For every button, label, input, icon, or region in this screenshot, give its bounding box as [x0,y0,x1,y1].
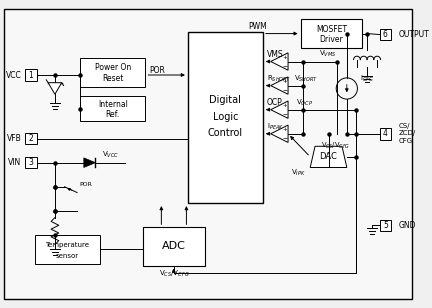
Text: 6: 6 [383,30,388,39]
Text: V$_{CS}$/V$_{CFG}$: V$_{CS}$/V$_{CFG}$ [159,268,189,278]
Bar [188,32,263,203]
Text: −: − [282,63,287,68]
Bar [80,96,146,121]
Text: DAC: DAC [320,152,337,161]
Text: +: + [282,55,287,60]
Text: CFG: CFG [399,137,413,144]
Text: −: − [282,136,287,141]
Text: GND: GND [399,221,416,230]
Polygon shape [271,53,288,70]
Text: 4: 4 [383,129,388,138]
Text: 3: 3 [29,158,33,167]
Text: V$_{VMS}$: V$_{VMS}$ [319,49,336,59]
Bar [80,58,146,87]
Text: I$_{CFG}$: I$_{CFG}$ [360,74,374,84]
Text: PWM: PWM [248,22,267,31]
Text: R$_{SHORT}$: R$_{SHORT}$ [267,74,291,84]
Text: CS/: CS/ [399,123,410,129]
Text: Ref.: Ref. [105,110,120,119]
Text: Driver: Driver [320,35,343,44]
Bar [380,220,391,231]
Bar [380,29,391,40]
Text: V$_{IPK}$: V$_{IPK}$ [291,168,306,178]
Text: VFB: VFB [6,134,21,143]
Bar [380,128,391,140]
Text: Power On: Power On [95,63,131,72]
Text: ZCD/: ZCD/ [399,130,416,136]
Text: POR: POR [149,66,165,75]
Text: ADC: ADC [162,241,186,252]
Bar [25,69,37,81]
Text: 5: 5 [383,221,388,230]
Bar [25,157,37,168]
Text: Logic: Logic [213,112,238,122]
Text: V$_{CS}$/V$_{CFG}$: V$_{CS}$/V$_{CFG}$ [321,141,350,152]
Bar [35,235,100,264]
Text: sensor: sensor [56,253,79,259]
Bar [25,133,37,144]
Text: +: + [282,127,287,132]
Bar [143,227,205,266]
Text: +: + [282,103,287,108]
Polygon shape [271,125,288,142]
Text: V$_{OCP}$: V$_{OCP}$ [296,98,313,108]
Text: −: − [282,87,287,92]
Polygon shape [310,146,347,168]
Text: VIN: VIN [8,158,21,167]
Text: I$_{PEAK}$: I$_{PEAK}$ [267,122,284,132]
Polygon shape [48,83,62,94]
Text: V$_{VCC}$: V$_{VCC}$ [102,150,119,160]
Text: VCC: VCC [6,71,21,79]
Text: 2: 2 [29,134,33,143]
Polygon shape [271,101,288,118]
Text: Internal: Internal [98,100,127,109]
Text: MOSFET: MOSFET [316,25,347,34]
Text: Temperature: Temperature [45,242,89,248]
Text: Control: Control [208,128,243,138]
Text: 1: 1 [29,71,33,79]
Text: OUTPUT: OUTPUT [399,30,429,39]
Polygon shape [84,158,95,168]
Bar [301,19,362,48]
Text: VMS: VMS [267,50,283,59]
Text: POR: POR [79,182,92,187]
Text: −: − [282,111,287,116]
Polygon shape [271,77,288,94]
Text: Reset: Reset [102,74,124,83]
Text: OCP: OCP [267,99,283,107]
Text: V$_{SHORT}$: V$_{SHORT}$ [294,74,318,84]
Text: +: + [282,79,287,84]
Text: Digital: Digital [210,95,241,105]
